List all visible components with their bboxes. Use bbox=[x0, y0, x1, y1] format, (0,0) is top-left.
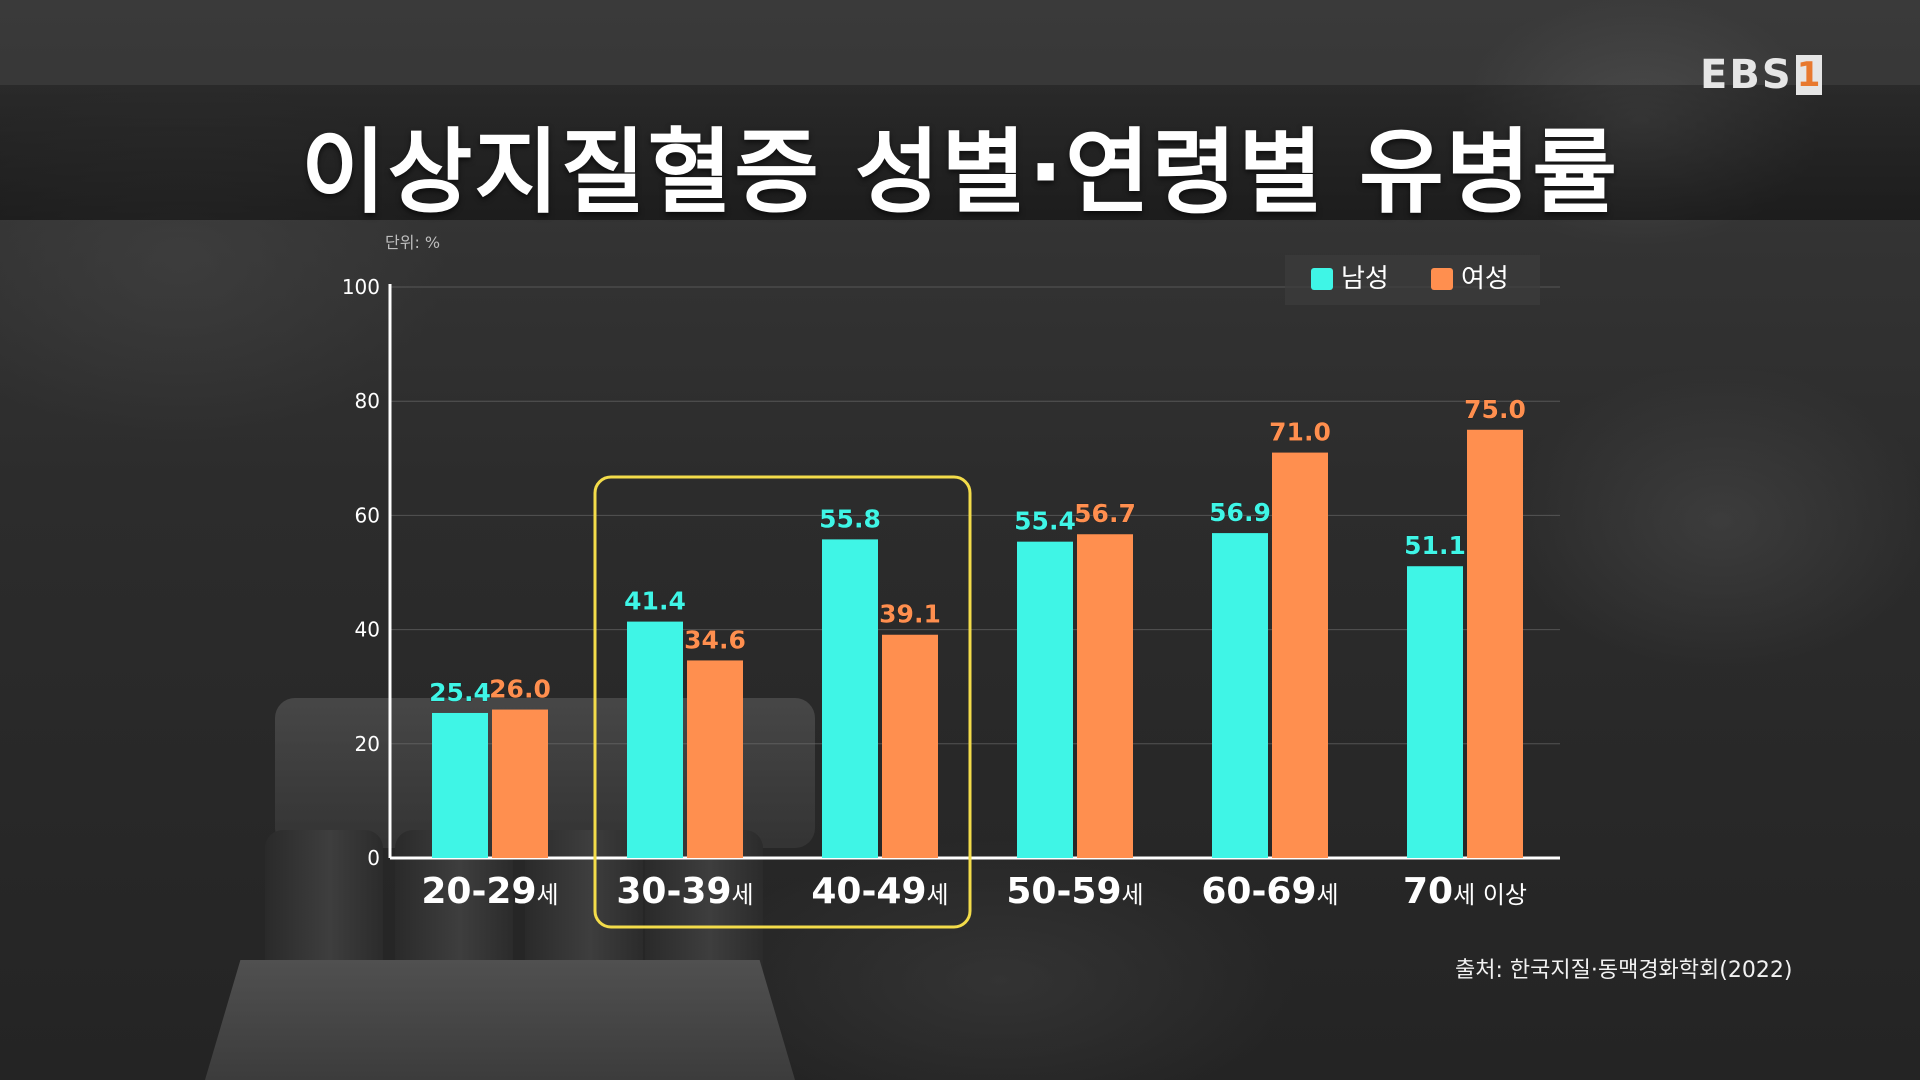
y-tick-label: 20 bbox=[355, 732, 380, 756]
value-label-male: 55.8 bbox=[819, 504, 881, 533]
bar-female bbox=[687, 660, 743, 858]
value-label-female: 26.0 bbox=[489, 675, 551, 704]
bar-female bbox=[1077, 534, 1133, 858]
value-label-male: 55.4 bbox=[1014, 507, 1076, 536]
highlight-box bbox=[593, 475, 972, 929]
title-band bbox=[0, 85, 1920, 220]
chart-title: 이상지질혈증 성별·연령별 유병률 bbox=[301, 119, 1619, 226]
legend-label-male: 남성 bbox=[1341, 264, 1389, 294]
logo-number: 1 bbox=[1796, 55, 1821, 95]
bar-male bbox=[1407, 566, 1463, 858]
y-tick-label: 100 bbox=[342, 275, 380, 299]
value-label-female: 56.7 bbox=[1074, 499, 1136, 528]
x-tick-label: 70세 이상 bbox=[1403, 871, 1527, 912]
bar-male bbox=[1017, 541, 1073, 858]
value-label-female: 71.0 bbox=[1269, 418, 1331, 447]
channel-logo: EBS 1 bbox=[1700, 54, 1822, 96]
unit-label: 단위: % bbox=[385, 233, 440, 252]
value-label-female: 75.0 bbox=[1464, 395, 1526, 424]
x-tick-label: 20-29세 bbox=[421, 871, 558, 912]
x-tick-label: 50-59세 bbox=[1006, 871, 1143, 912]
value-label-male: 51.1 bbox=[1404, 531, 1466, 560]
x-tick-label: 40-49세 bbox=[811, 871, 948, 912]
y-tick-label: 60 bbox=[355, 503, 380, 527]
bar-male bbox=[432, 712, 488, 858]
bar-male bbox=[1212, 533, 1268, 858]
value-label-female: 39.1 bbox=[879, 600, 941, 629]
value-label-female: 34.6 bbox=[684, 625, 746, 654]
value-label-male: 41.4 bbox=[624, 587, 686, 616]
value-label-male: 56.9 bbox=[1209, 498, 1271, 527]
bar-female bbox=[1272, 452, 1328, 858]
bar-female bbox=[492, 709, 548, 858]
legend-label-female: 여성 bbox=[1461, 264, 1509, 294]
logo-number-box: 1 bbox=[1795, 55, 1822, 95]
logo-text: EBS bbox=[1700, 52, 1793, 98]
bar-female bbox=[1467, 429, 1523, 858]
value-label-male: 25.4 bbox=[429, 678, 491, 707]
bar-male bbox=[627, 621, 683, 858]
y-tick-label: 0 bbox=[367, 846, 380, 870]
x-tick-label: 30-39세 bbox=[616, 871, 753, 912]
legend-swatch-male bbox=[1311, 268, 1333, 290]
bar-female bbox=[882, 634, 938, 858]
legend-swatch-female bbox=[1431, 268, 1453, 290]
y-tick-label: 40 bbox=[355, 618, 380, 642]
x-tick-label: 60-69세 bbox=[1201, 871, 1338, 912]
y-tick-label: 80 bbox=[355, 389, 380, 413]
bar-male bbox=[822, 539, 878, 858]
source-note: 출처: 한국지질·동맥경화학회(2022) bbox=[1455, 958, 1793, 983]
